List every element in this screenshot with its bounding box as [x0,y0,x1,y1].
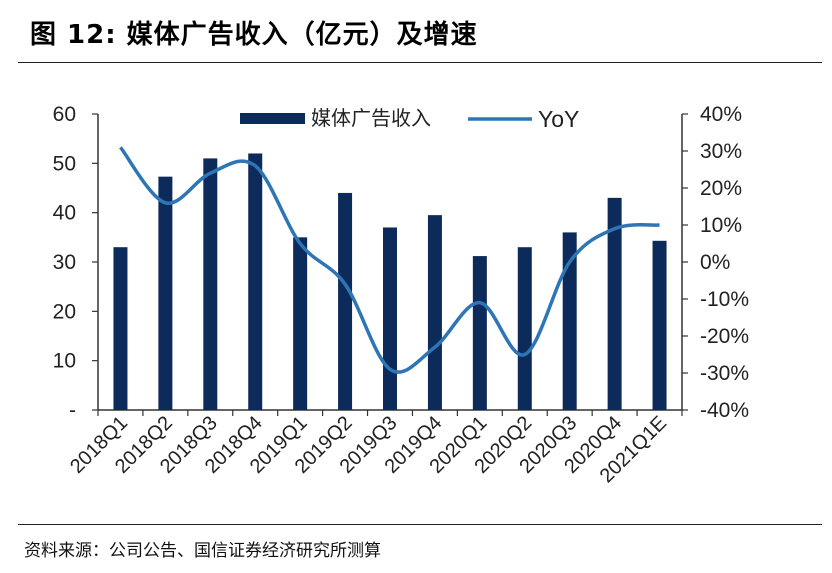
combo-chart: - 10 20 30 40 50 60 -40% -30% -20% -10% 0% 10% 20% 30%… [53,103,749,487]
bar-2021Q1E [652,240,667,410]
bar-2018Q1 [113,247,128,410]
bar-2019Q3 [383,227,397,410]
legend-bar-label: 媒体广告收入 [311,107,431,130]
bar-2018Q4 [248,153,263,410]
right-tick-label: 30% [700,140,742,163]
figure-title: 图 12: 媒体广告收入（亿元）及增速 [30,20,478,50]
bar-2020Q1 [472,256,487,410]
legend-line-label: YoY [538,106,579,132]
left-tick-label: 40 [53,202,76,225]
title-bar: 图 12: 媒体广告收入（亿元）及增速 [0,0,832,64]
source-note: 资料来源：公司公告、国信证券经济研究所测算 [24,541,381,561]
right-tick-label: 10% [700,214,742,237]
title-rule [18,62,822,63]
footer-rule [18,524,822,525]
right-tick-label: 0% [700,251,730,274]
legend-bar-swatch [240,113,305,124]
right-tick-label: -10% [700,288,749,311]
bar-2018Q3 [203,158,218,410]
bar-2019Q1 [293,237,308,410]
bar-2020Q3 [562,232,577,410]
left-tick-label: 50 [53,152,76,175]
right-tick-label: 20% [700,177,742,200]
bar-2018Q2 [158,176,173,410]
bar-2019Q4 [427,215,442,410]
bar-2019Q2 [338,192,353,410]
left-tick-label: 20 [53,300,76,323]
bar-2020Q4 [607,197,622,410]
left-tick-label: 30 [53,251,76,274]
right-tick-label: 40% [700,103,742,126]
right-tick-label: -30% [700,362,749,385]
left-tick-label: 60 [53,103,76,126]
bar-2020Q2 [517,247,532,410]
left-tick-label: 10 [53,350,76,373]
left-tick-label: - [69,399,76,422]
right-tick-label: -40% [700,399,749,422]
right-tick-label: -20% [700,325,749,348]
